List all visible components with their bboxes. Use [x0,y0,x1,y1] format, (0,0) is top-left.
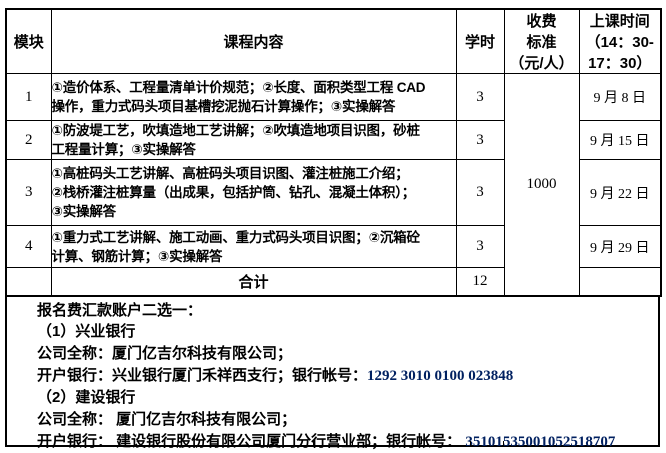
module-number: 4 [5,225,52,268]
payment-line-text: （1）兴业银行 [37,322,136,340]
course-schedule-table: 模块 课程内容 学时 收费 标准 （元/人） 上课时间 （14：30- 17：3… [5,8,662,297]
hours-value: 3 [455,159,505,226]
bank-account-number: 35101535001052518707 [465,433,616,450]
payment-line-text: 开户银行：兴业银行厦门禾祥西支行；银行帐号： [37,366,368,384]
header-content: 课程内容 [50,8,457,74]
payment-line: 公司全称： 厦门亿吉尔科技有限公司； [37,409,654,431]
payment-line: 开户银行：兴业银行厦门禾祥西支行；银行帐号：1292 3010 0100 023… [37,365,654,387]
payment-line-text: 公司全称：厦门亿吉尔科技有限公司； [37,344,293,362]
cutoff-grid-line [470,441,471,447]
table-row: 1 ①造价体系、工程量清单计价规范；②长度、面积类型工程 CAD 操作，重力式码… [5,73,662,296]
payment-info-section: 报名费汇款账户二选一： （1）兴业银行 公司全称：厦门亿吉尔科技有限公司； 开户… [5,296,660,450]
table-row: 2 ①防波堤工艺，吹填造地工艺讲解；②吹填造地项目识图，砂桩 工程量计算；③实操… [5,120,662,160]
payment-line-text: 开户银行： 建设银行股份有限公司厦门分行营业部；银行帐号： [37,432,466,450]
cutoff-grid-line [503,441,504,447]
bank-account-number: 1292 3010 0100 023848 [367,367,514,384]
course-content: ①高桩码头工艺讲解、高桩码头项目识图、灌注桩施工介绍； ②栈桥灌注桩算量（出成果… [50,159,457,226]
cutoff-grid-line [313,441,314,447]
fee-value: 1000 [503,73,580,296]
class-date: 9 月 29 日 [578,225,662,268]
total-date-empty-cell [578,267,662,296]
payment-title: 报名费汇款账户二选一： [37,301,203,319]
total-label: 合计 [50,267,457,296]
course-content: ①防波堤工艺，吹填造地工艺讲解；②吹填造地项目识图，砂桩 工程量计算；③实操解答 [50,120,457,160]
header-time: 上课时间 （14：30- 17：30） [578,8,662,74]
module-number: 3 [5,159,52,226]
table-row: 4 ①重力式工艺讲解、施工动画、重力式码头项目识图；②沉箱砼 计算、钢筋计算；③… [5,225,662,268]
class-date: 9 月 8 日 [578,73,662,121]
hours-value: 3 [455,225,505,268]
hours-value: 3 [455,73,505,121]
class-date: 9 月 15 日 [578,120,662,160]
cutoff-grid-line [352,441,353,447]
total-hours: 12 [455,267,505,296]
table-header-row: 模块 课程内容 学时 收费 标准 （元/人） 上课时间 （14：30- 17：3… [5,8,662,74]
payment-line: 公司全称：厦门亿吉尔科技有限公司； [37,343,654,365]
hours-value: 3 [455,120,505,160]
class-date: 9 月 22 日 [578,159,662,226]
header-fee: 收费 标准 （元/人） [503,8,580,74]
table-row: 3 ①高桩码头工艺讲解、高桩码头项目识图、灌注桩施工介绍； ②栈桥灌注桩算量（出… [5,159,662,226]
header-hours: 学时 [455,8,505,74]
payment-line: （1）兴业银行 [37,321,654,343]
schedule-document: 模块 课程内容 学时 收费 标准 （元/人） 上课时间 （14：30- 17：3… [5,8,662,450]
payment-line-text: （2）建设银行 [37,388,136,406]
payment-line: （2）建设银行 [37,387,654,409]
module-number: 1 [5,73,52,121]
module-number: 2 [5,120,52,160]
total-module-empty-cell [5,267,52,296]
course-content: ①造价体系、工程量清单计价规范；②长度、面积类型工程 CAD 操作，重力式码头项… [50,73,457,121]
total-row: 合计 12 [5,267,662,296]
header-module: 模块 [5,8,52,74]
payment-line-text: 公司全称： 厦门亿吉尔科技有限公司； [37,410,297,428]
payment-line: 开户银行： 建设银行股份有限公司厦门分行营业部；银行帐号： 3510153500… [37,431,654,453]
course-content: ①重力式工艺讲解、施工动画、重力式码头项目识图；②沉箱砼 计算、钢筋计算；③实操… [50,225,457,268]
